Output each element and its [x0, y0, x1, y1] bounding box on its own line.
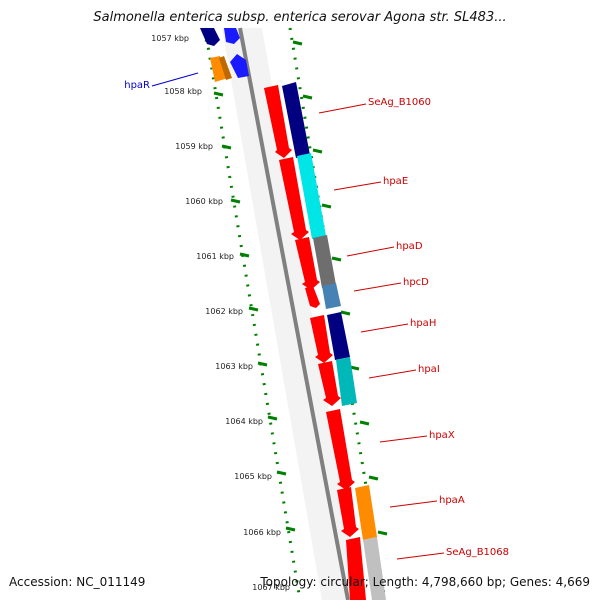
- gene-label-hpaX[interactable]: hpaX: [429, 430, 455, 441]
- accession-text: Accession: NC_011149: [9, 575, 146, 589]
- gene-SeAg_B1060[interactable]: [282, 82, 310, 158]
- backbone-line: [238, 27, 350, 600]
- gene-hpaH[interactable]: [327, 312, 350, 360]
- gene-SeAg_B1068[interactable]: [363, 537, 386, 600]
- callout-lines: [151, 72, 445, 560]
- ruler-tick-1064: 1064 kbp: [225, 415, 278, 426]
- ruler-label: 1063 kbp: [215, 362, 253, 371]
- gene-red-7[interactable]: [326, 409, 355, 490]
- gene-label-hpaA[interactable]: hpaA: [439, 495, 465, 506]
- gene-label-hpaD[interactable]: hpaD: [396, 241, 423, 252]
- plus-strand-genes: [282, 82, 386, 600]
- ruler-label: 1061 kbp: [196, 252, 234, 261]
- ruler-tick-1058: 1058 kbp: [164, 87, 224, 97]
- gene-red-1[interactable]: [264, 85, 292, 158]
- ruler-tick-1066: 1066 kbp: [243, 526, 296, 537]
- gene-label-SeAg_B1060[interactable]: SeAg_B1060: [368, 97, 431, 108]
- gene-red-8[interactable]: [337, 487, 359, 537]
- ruler-label: 1062 kbp: [205, 307, 243, 316]
- genome-title: Salmonella enterica subsp. enterica sero…: [93, 10, 507, 25]
- ruler-tick-1062: 1062 kbp: [205, 306, 259, 316]
- ruler-tick-1060: 1060 kbp: [185, 197, 241, 206]
- ruler-tick-1067: 1067 kbp: [252, 583, 290, 592]
- ruler-tick-1063: 1063 kbp: [215, 361, 268, 371]
- minus-strand-genes: [264, 85, 366, 600]
- ruler-tick-1059: 1059 kbp: [175, 142, 232, 151]
- ruler-label: 1066 kbp: [243, 528, 281, 537]
- ruler-label: 1058 kbp: [164, 87, 202, 96]
- gene-label-hpaI[interactable]: hpaI: [418, 364, 440, 375]
- gene-red-5[interactable]: [310, 315, 333, 363]
- gene-label-hpaH[interactable]: hpaH: [410, 318, 436, 329]
- ruler-label: 1065 kbp: [234, 472, 272, 481]
- ruler-label: 1059 kbp: [175, 142, 213, 151]
- gene-label-hpaR[interactable]: hpaR: [124, 80, 150, 91]
- gene-hpaR[interactable]: [210, 54, 249, 82]
- ruler-tick-1065: 1065 kbp: [234, 470, 287, 481]
- gene-red-2[interactable]: [279, 157, 309, 240]
- gene-label-hpaE[interactable]: hpaE: [383, 176, 408, 187]
- gene-top-navy[interactable]: [200, 28, 240, 46]
- gene-red-3[interactable]: [295, 237, 320, 290]
- ruler-label: 1060 kbp: [185, 197, 223, 206]
- gene-hpaD[interactable]: [313, 235, 336, 288]
- gene-hpaI[interactable]: [336, 357, 357, 406]
- gene-label-SeAg_B1068[interactable]: SeAg_B1068: [446, 547, 509, 558]
- gene-hpcD[interactable]: [322, 283, 341, 309]
- gene-red-4[interactable]: [305, 286, 320, 308]
- gene-red-9[interactable]: [346, 537, 366, 600]
- gene-label-hpcD[interactable]: hpcD: [403, 277, 429, 288]
- topology-text: Topology: circular; Length: 4,798,660 bp…: [260, 575, 590, 589]
- ruler-label: 1067 kbp: [252, 583, 290, 592]
- gene-red-6[interactable]: [318, 361, 341, 406]
- ruler-tick-1061: 1061 kbp: [196, 252, 250, 261]
- ruler-label: 1064 kbp: [225, 417, 263, 426]
- gene-hpaE[interactable]: [297, 153, 326, 239]
- ruler-label: 1057 kbp: [151, 34, 189, 43]
- gene-hpaA[interactable]: [355, 485, 377, 540]
